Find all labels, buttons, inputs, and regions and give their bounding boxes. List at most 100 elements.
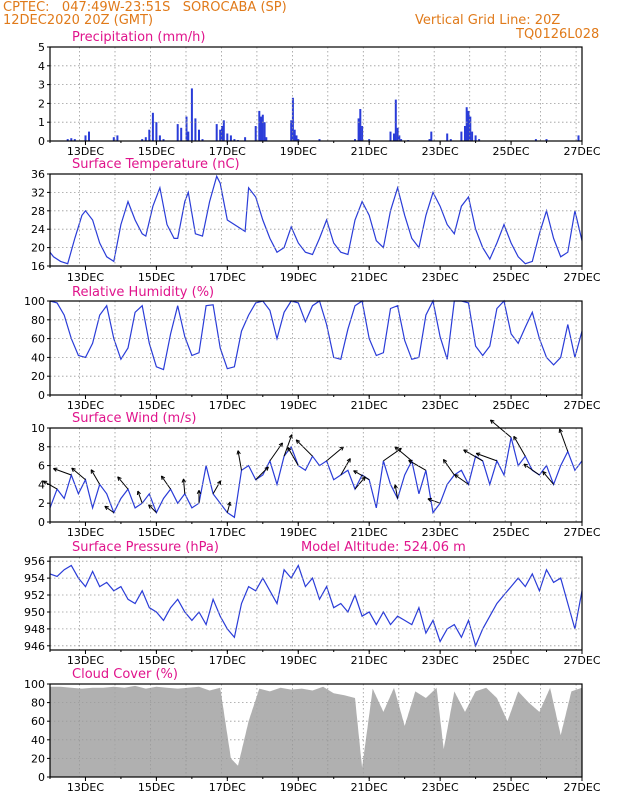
x-tick-label: 17DEC [209,526,246,539]
wind-arrow [326,446,344,462]
y-tick-label: 0 [38,516,45,529]
y-tick-label: 0 [38,135,45,148]
wind-arrow [90,469,101,485]
x-tick-label: 25DEC [493,145,530,158]
wind-arrow [136,490,143,504]
precip-bar [222,120,225,141]
x-tick-label: 23DEC [422,526,459,539]
wind-arrow [212,480,222,495]
precip-bar [187,131,190,141]
x-tick-label: 21DEC [351,654,388,667]
panel-title: Surface Temperature (nC) [72,157,240,172]
precip-bar [577,135,580,141]
precip-bar [389,131,392,141]
x-tick-label: 15DEC [138,399,175,412]
y-tick-label: 2 [38,97,45,110]
precip-bar [151,112,154,141]
precip-bar [464,126,466,141]
x-tick-label: 13DEC [67,271,104,284]
x-tick-label: 27DEC [563,781,600,794]
precip-bar [233,139,236,141]
precip-bar [190,88,193,141]
x-tick-label: 15DEC [138,781,175,794]
x-tick-label: 23DEC [422,271,459,284]
y-tick-label: 6 [38,460,45,473]
series-line [49,437,583,519]
panel-frame [49,46,583,142]
precip-bar [297,139,300,141]
precip-bar [396,127,399,141]
panel-title: Surface Wind (m/s) [72,411,196,426]
x-tick-label: 25DEC [493,654,530,667]
precip-bar [260,116,262,141]
precip-bar [219,129,222,141]
x-tick-label: 13DEC [67,781,104,794]
wind-arrow [394,446,413,462]
panel-4: Surface Pressure (hPa) Model Altitude: 52… [24,540,601,667]
y-tick-label: 100 [24,295,45,308]
panel-3: Surface Wind (m/s) 0 2 4 6 8 10 13DEC 15DEC 17DEC… [31,411,601,539]
x-tick-label: 17DEC [209,399,246,412]
x-tick-label: 17DEC [209,781,246,794]
header-model-code: TQ0126L028 [516,27,600,42]
precip-bar [430,131,433,141]
precip-bar [290,120,293,141]
x-tick-label: 17DEC [209,654,246,667]
wind-arrow [393,484,399,499]
series-line [49,564,583,648]
precip-bar [428,139,431,141]
y-tick-label: 956 [24,555,45,568]
panel-frame [49,683,583,778]
y-tick-label: 948 [24,623,45,636]
precip-bar [215,124,218,141]
precip-bar [368,139,371,141]
precip-bar [116,135,119,141]
panel-title: Precipitation (mm/h) [72,30,205,45]
y-tick-label: 16 [31,260,45,273]
x-tick-label: 19DEC [280,526,317,539]
wind-arrow [454,474,469,485]
wind-arrow [353,470,370,481]
wind-arrow [71,467,86,481]
precip-bar [460,131,463,141]
precip-bar [359,109,362,141]
x-tick-label: 23DEC [422,654,459,667]
wind-arrow [255,466,269,481]
precip-bar [291,97,294,141]
precip-bar [261,114,264,141]
y-tick-label: 28 [31,205,45,218]
precip-bar [226,133,229,141]
x-tick-label: 21DEC [351,399,388,412]
x-tick-label: 21DEC [351,526,388,539]
wind-arrow [196,489,202,504]
x-tick-label: 15DEC [138,271,175,284]
y-tick-label: 2 [38,497,45,510]
x-tick-label: 25DEC [493,526,530,539]
wind-arrow [53,467,72,476]
x-tick-label: 21DEC [351,781,388,794]
x-tick-label: 17DEC [209,271,246,284]
precip-bar [545,139,548,141]
precip-bar [449,139,452,141]
wind-arrow [226,501,232,513]
wind-arrow [489,419,512,438]
series-line [49,299,583,371]
wind-arrow [408,459,427,471]
y-tick-label: 40 [31,351,45,364]
precip-bar [144,137,147,141]
y-tick-label: 4 [38,478,45,491]
precip-bar [354,139,356,141]
precip-bar [263,122,266,141]
y-tick-label: 20 [31,242,45,255]
panel-frame [49,300,583,396]
y-tick-label: 80 [31,697,45,710]
wind-arrow [236,450,242,471]
x-tick-label: 25DEC [493,271,530,284]
y-tick-label: 20 [31,370,45,383]
precip-bar [70,138,73,141]
precip-bar [148,129,151,141]
precip-bar [201,139,204,141]
panel-frame [49,427,583,523]
precip-bar [73,139,76,141]
series-line [49,174,583,265]
